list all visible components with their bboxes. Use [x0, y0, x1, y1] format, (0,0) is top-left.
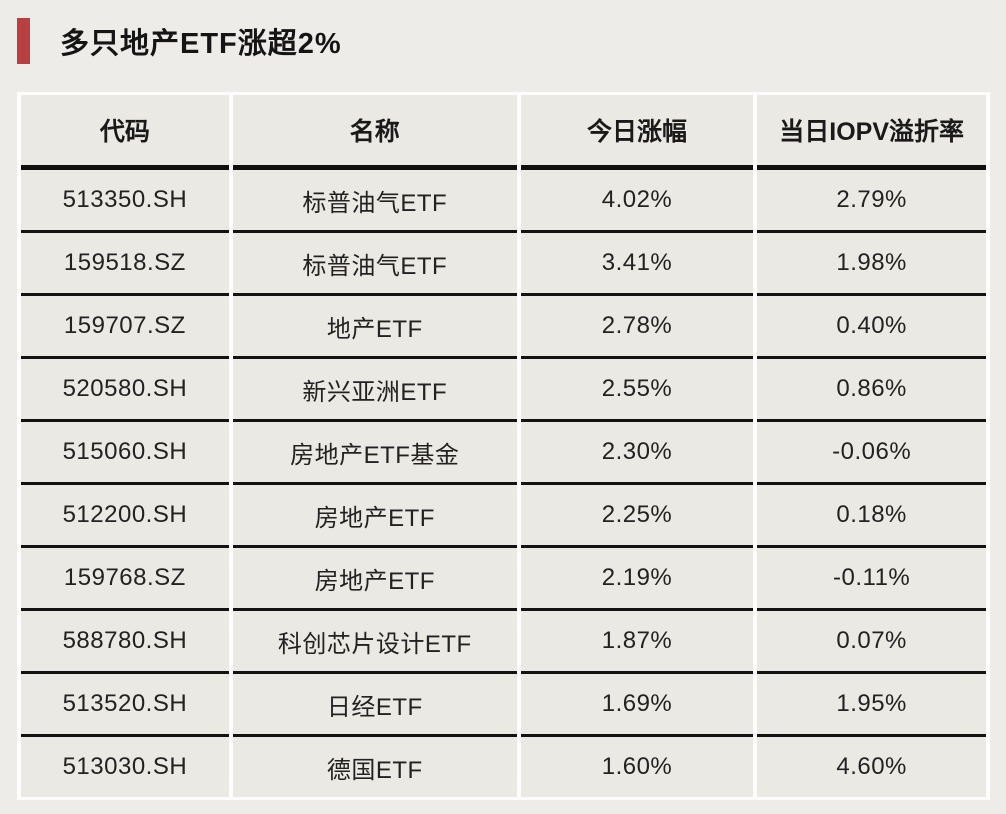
cell-code: 520580.SH — [21, 359, 229, 422]
etf-table-body: 513350.SH 标普油气ETF 4.02% 2.79% 159518.SZ 标普油气E… — [21, 170, 986, 797]
column-header-iopv-premium: 当日IOPV溢折率 — [757, 95, 986, 170]
cell-name: 标普油气ETF — [232, 233, 517, 296]
cell-code: 159707.SZ — [21, 296, 229, 359]
cell-name: 房地产ETF基金 — [232, 422, 517, 485]
cell-name: 标普油气ETF — [232, 170, 517, 233]
cell-code: 159518.SZ — [21, 233, 229, 296]
cell-iopv-premium: 0.40% — [757, 296, 986, 359]
table-row: 588780.SH 科创芯片设计ETF 1.87% 0.07% — [21, 611, 986, 674]
table-row: 513520.SH 日经ETF 1.69% 1.95% — [21, 674, 986, 737]
column-header-daily-change: 今日涨幅 — [520, 95, 754, 170]
cell-iopv-premium: 1.98% — [757, 233, 986, 296]
cell-daily-change: 1.87% — [520, 611, 754, 674]
etf-table-container: 代码 名称 今日涨幅 当日IOPV溢折率 513350.SH 标普油气ETF 4.02% 2… — [17, 92, 990, 800]
cell-daily-change: 1.69% — [520, 674, 754, 737]
cell-name: 新兴亚洲ETF — [232, 359, 517, 422]
table-row: 513030.SH 德国ETF 1.60% 4.60% — [21, 737, 986, 797]
cell-iopv-premium: 0.07% — [757, 611, 986, 674]
page-title: 多只地产ETF涨超2% — [60, 28, 342, 60]
cell-iopv-premium: -0.11% — [757, 548, 986, 611]
cell-code: 588780.SH — [21, 611, 229, 674]
cell-daily-change: 2.25% — [520, 485, 754, 548]
cell-name: 德国ETF — [232, 737, 517, 797]
cell-code: 513520.SH — [21, 674, 229, 737]
cell-code: 513350.SH — [21, 170, 229, 233]
cell-name: 日经ETF — [232, 674, 517, 737]
title-section: 多只地产ETF涨超2% — [17, 17, 342, 65]
table-row: 159768.SZ 房地产ETF 2.19% -0.11% — [21, 548, 986, 611]
column-header-name: 名称 — [232, 95, 517, 170]
column-header-code: 代码 — [21, 95, 229, 170]
cell-daily-change: 4.02% — [520, 170, 754, 233]
cell-code: 513030.SH — [21, 737, 229, 797]
table-row: 512200.SH 房地产ETF 2.25% 0.18% — [21, 485, 986, 548]
etf-table-header: 代码 名称 今日涨幅 当日IOPV溢折率 — [21, 95, 986, 170]
cell-daily-change: 2.30% — [520, 422, 754, 485]
cell-daily-change: 2.19% — [520, 548, 754, 611]
cell-daily-change: 1.60% — [520, 737, 754, 797]
cell-name: 科创芯片设计ETF — [232, 611, 517, 674]
etf-table: 代码 名称 今日涨幅 当日IOPV溢折率 513350.SH 标普油气ETF 4.02% 2… — [17, 95, 990, 797]
table-row: 159518.SZ 标普油气ETF 3.41% 1.98% — [21, 233, 986, 296]
cell-code: 515060.SH — [21, 422, 229, 485]
cell-name: 房地产ETF — [232, 485, 517, 548]
cell-daily-change: 3.41% — [520, 233, 754, 296]
cell-iopv-premium: 4.60% — [757, 737, 986, 797]
header-row: 代码 名称 今日涨幅 当日IOPV溢折率 — [21, 95, 986, 170]
cell-code: 159768.SZ — [21, 548, 229, 611]
cell-iopv-premium: -0.06% — [757, 422, 986, 485]
cell-daily-change: 2.55% — [520, 359, 754, 422]
cell-iopv-premium: 0.86% — [757, 359, 986, 422]
table-row: 515060.SH 房地产ETF基金 2.30% -0.06% — [21, 422, 986, 485]
cell-name: 房地产ETF — [232, 548, 517, 611]
cell-name: 地产ETF — [232, 296, 517, 359]
table-row: 513350.SH 标普油气ETF 4.02% 2.79% — [21, 170, 986, 233]
cell-iopv-premium: 0.18% — [757, 485, 986, 548]
table-row: 520580.SH 新兴亚洲ETF 2.55% 0.86% — [21, 359, 986, 422]
cell-iopv-premium: 1.95% — [757, 674, 986, 737]
title-accent-bar — [17, 18, 30, 64]
cell-iopv-premium: 2.79% — [757, 170, 986, 233]
cell-daily-change: 2.78% — [520, 296, 754, 359]
cell-code: 512200.SH — [21, 485, 229, 548]
table-row: 159707.SZ 地产ETF 2.78% 0.40% — [21, 296, 986, 359]
